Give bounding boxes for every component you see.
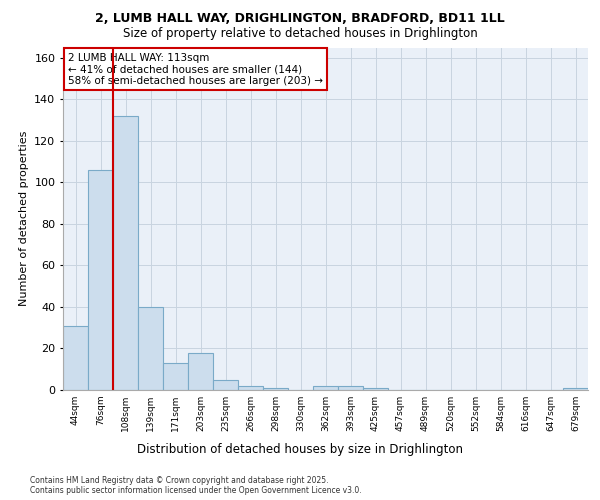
Bar (188, 352, 213, 390)
Text: Size of property relative to detached houses in Drighlington: Size of property relative to detached ho… (122, 28, 478, 40)
Text: Distribution of detached houses by size in Drighlington: Distribution of detached houses by size … (137, 442, 463, 456)
Bar (263, 388, 288, 390)
Bar (163, 363, 188, 390)
Bar (338, 386, 363, 390)
Bar (88, 170, 113, 390)
Bar (138, 307, 163, 390)
Text: 2 LUMB HALL WAY: 113sqm
← 41% of detached houses are smaller (144)
58% of semi-d: 2 LUMB HALL WAY: 113sqm ← 41% of detache… (68, 52, 323, 86)
Bar (63, 326, 88, 390)
Bar (213, 380, 238, 390)
Text: Contains HM Land Registry data © Crown copyright and database right 2025.
Contai: Contains HM Land Registry data © Crown c… (30, 476, 362, 495)
Y-axis label: Number of detached properties: Number of detached properties (19, 131, 29, 306)
Bar (238, 386, 263, 390)
Bar (313, 386, 338, 390)
Text: 2, LUMB HALL WAY, DRIGHLINGTON, BRADFORD, BD11 1LL: 2, LUMB HALL WAY, DRIGHLINGTON, BRADFORD… (95, 12, 505, 26)
Bar (113, 116, 138, 390)
Bar (363, 388, 388, 390)
Bar (563, 388, 588, 390)
